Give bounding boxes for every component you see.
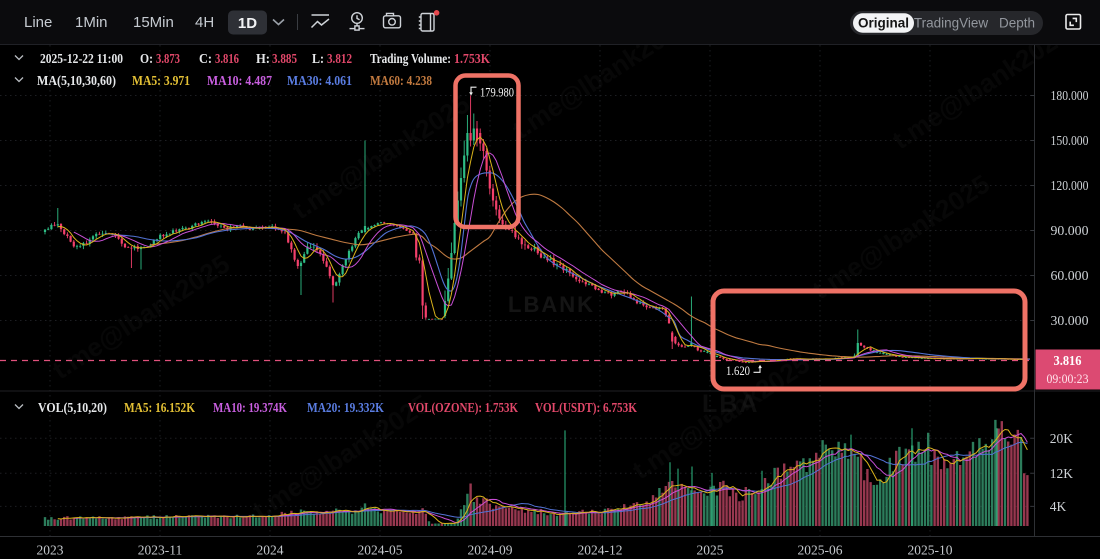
- svg-text:Trading Volume:: Trading Volume:: [370, 51, 451, 66]
- svg-text:3.885: 3.885: [272, 51, 297, 66]
- svg-text:Original: Original: [858, 16, 909, 31]
- svg-text:2025: 2025: [697, 543, 724, 558]
- svg-text:30.000: 30.000: [1051, 313, 1089, 328]
- svg-text:4K: 4K: [1050, 499, 1067, 514]
- svg-text:3.812: 3.812: [327, 51, 352, 66]
- svg-text:3.873: 3.873: [156, 51, 180, 66]
- svg-text:Line: Line: [24, 14, 52, 31]
- svg-text:MA20: 19.332K: MA20: 19.332K: [307, 400, 384, 415]
- svg-text:MA30: 4.061: MA30: 4.061: [287, 73, 352, 88]
- svg-text:MA5: 3.971: MA5: 3.971: [132, 73, 190, 88]
- svg-text:2025-10: 2025-10: [908, 543, 953, 558]
- svg-text:H:: H:: [256, 51, 270, 66]
- svg-text:Depth: Depth: [999, 16, 1035, 31]
- svg-text:LBA: LBA: [702, 390, 759, 418]
- svg-text:C:: C:: [199, 51, 212, 66]
- svg-text:3.816: 3.816: [215, 51, 239, 66]
- svg-text:MA60: 4.238: MA60: 4.238: [370, 73, 432, 88]
- svg-text:2023-11: 2023-11: [138, 543, 183, 558]
- svg-text:20K: 20K: [1050, 431, 1074, 446]
- svg-text:O:: O:: [140, 51, 153, 66]
- svg-text:150.000: 150.000: [1051, 133, 1089, 148]
- svg-text:1D: 1D: [238, 15, 257, 32]
- svg-text:L:: L:: [312, 51, 324, 66]
- svg-text:120.000: 120.000: [1051, 178, 1089, 193]
- svg-text:MA5: 16.152K: MA5: 16.152K: [124, 400, 195, 415]
- svg-text:180.000: 180.000: [1051, 88, 1089, 103]
- svg-text:12K: 12K: [1050, 466, 1074, 481]
- svg-text:VOL(5,10,20): VOL(5,10,20): [38, 400, 107, 415]
- svg-text:4H: 4H: [195, 14, 214, 31]
- svg-text:2024-12: 2024-12: [578, 543, 623, 558]
- svg-text:1.753K: 1.753K: [454, 51, 490, 66]
- svg-text:LBANK: LBANK: [508, 292, 595, 317]
- svg-text:VOL(OZONE): 1.753K: VOL(OZONE): 1.753K: [408, 400, 518, 415]
- svg-text:1Min: 1Min: [75, 14, 108, 31]
- svg-text:179.980: 179.980: [480, 86, 514, 100]
- svg-text:2024: 2024: [257, 543, 284, 558]
- svg-text:MA10: 4.487: MA10: 4.487: [207, 73, 272, 88]
- svg-text:09:00:23: 09:00:23: [1047, 372, 1089, 386]
- svg-text:VOL(USDT): 6.753K: VOL(USDT): 6.753K: [535, 400, 637, 415]
- svg-text:15Min: 15Min: [133, 14, 174, 31]
- svg-text:MA10: 19.374K: MA10: 19.374K: [213, 400, 287, 415]
- svg-text:2024-09: 2024-09: [468, 543, 513, 558]
- svg-text:2023: 2023: [37, 543, 64, 558]
- svg-text:2025-12-22 11:00: 2025-12-22 11:00: [40, 51, 123, 66]
- svg-text:TradingView: TradingView: [914, 16, 989, 31]
- svg-text:1.620: 1.620: [726, 364, 750, 378]
- svg-text:90.000: 90.000: [1051, 223, 1089, 238]
- svg-text:MA(5,10,30,60): MA(5,10,30,60): [37, 73, 116, 88]
- svg-text:2025-06: 2025-06: [798, 543, 843, 558]
- svg-text:2024-05: 2024-05: [358, 543, 403, 558]
- svg-text:60.000: 60.000: [1051, 268, 1089, 283]
- svg-text:3.816: 3.816: [1054, 353, 1082, 368]
